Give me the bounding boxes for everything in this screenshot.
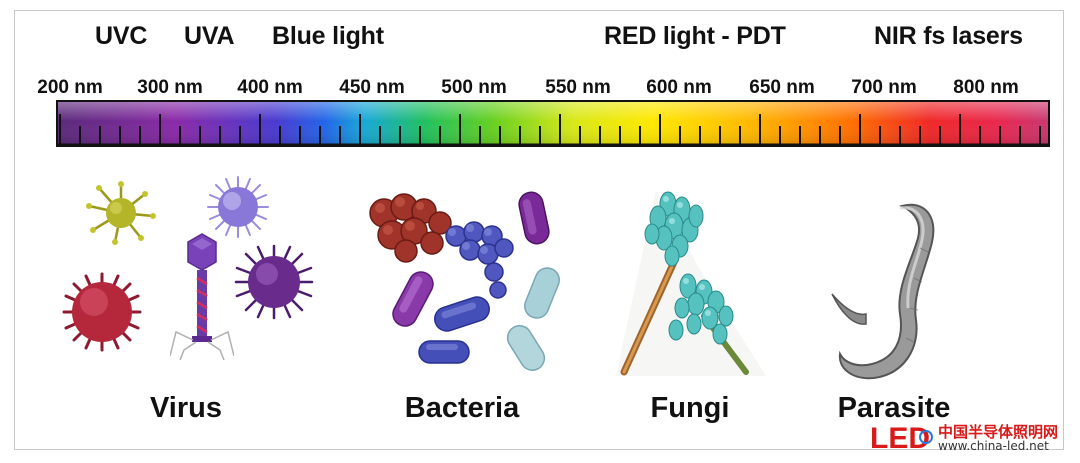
virus-red-icon <box>62 272 142 357</box>
bacteria-cyan-rod-icon <box>522 264 562 327</box>
wavelength-label-500: 500 nm <box>441 77 507 98</box>
wavelength-label-650: 650 nm <box>749 77 815 98</box>
wavelength-label-600: 600 nm <box>646 77 712 98</box>
bacteria-purple-rod-icon <box>390 268 436 335</box>
organism-label-fungi: Fungi <box>650 392 730 424</box>
wavelength-label-550: 550 nm <box>545 77 611 98</box>
organism-label-virus: Virus <box>149 392 223 424</box>
parasite-icon <box>826 198 958 387</box>
band-label-red-light-pdt: RED light - PDT <box>604 22 786 50</box>
watermark-url: www.china-led.net <box>938 439 1049 453</box>
spectrum-bar <box>56 100 1050 153</box>
band-label-nir-fs-lasers: NIR fs lasers <box>874 22 1023 50</box>
bacteria-blue-cluster-icon <box>442 218 522 313</box>
organism-label-bacteria: Bacteria <box>404 392 520 424</box>
bacteria-blue-rod-icon <box>430 294 494 339</box>
watermark-brand: 中国半导体照明网 <box>938 423 1059 441</box>
virus-yellow-icon <box>85 180 157 251</box>
band-label-blue-light: Blue light <box>272 22 384 50</box>
wavelength-label-700: 700 nm <box>851 77 917 98</box>
band-label-uva: UVA <box>184 22 235 50</box>
bacteriophage-icon <box>169 232 235 365</box>
led-logo-icon: LED <box>868 420 934 455</box>
fungi-icon <box>616 184 766 381</box>
wavelength-label-300: 300 nm <box>137 77 203 98</box>
band-label-uvc: UVC <box>95 22 148 50</box>
bacteria-blue-rod-bottom-icon <box>416 338 472 371</box>
wavelength-label-450: 450 nm <box>339 77 405 98</box>
bacteria-red-cluster-icon <box>368 193 454 270</box>
wavelength-label-400: 400 nm <box>237 77 303 98</box>
virus-purple-icon <box>234 244 314 325</box>
bacteria-cyan-rod-bottom-icon <box>502 322 550 379</box>
organism-label-parasite: Parasite <box>837 392 951 424</box>
wavelength-label-200: 200 nm <box>37 77 103 98</box>
figure-frame <box>14 10 1064 450</box>
bacteria-purple-rod-top-icon <box>514 190 554 251</box>
watermark: LED 中国半导体照明网 www.china-led.net <box>868 420 1073 455</box>
virus-lavender-icon <box>206 175 270 244</box>
wavelength-label-800: 800 nm <box>953 77 1019 98</box>
